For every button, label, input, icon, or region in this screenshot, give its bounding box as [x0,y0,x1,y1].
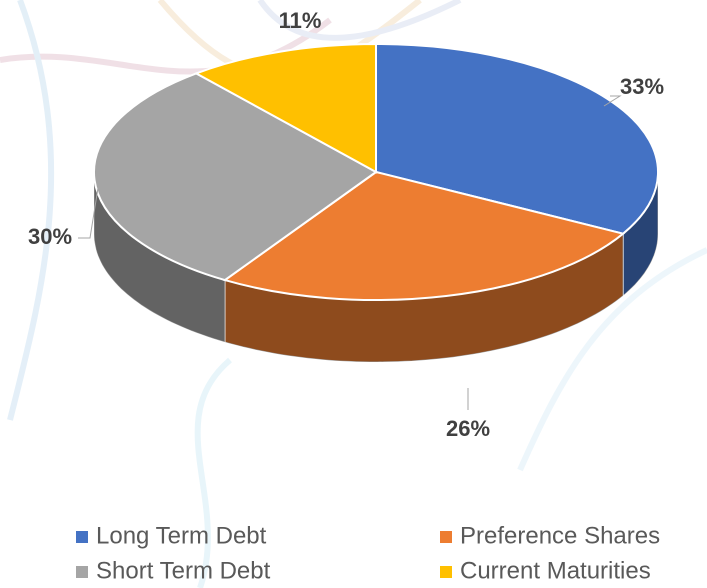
pie-slice [92,72,378,282]
data-label: 26% [446,416,490,441]
side-shade [623,172,658,296]
leader-line [603,95,622,107]
legend-label: Current Maturities [460,557,651,584]
legend-swatch [440,531,452,543]
pie-slice [375,42,660,235]
pie-slice [222,170,626,301]
legend: Long Term Debt Preference Shares Short Ter… [76,522,660,584]
legend-label: Preference Shares [460,522,660,549]
pie-slice [193,42,377,174]
data-label: 11% [279,8,322,33]
side-shade [224,233,624,362]
data-label: 33% [620,74,664,99]
data-label: 30% [28,224,72,249]
legend-swatch [76,566,88,578]
leader-line [78,187,99,239]
side-shade [94,172,225,343]
legend-swatch [76,531,88,543]
legend-swatch [440,566,452,578]
legend-label: Short Term Debt [96,557,271,584]
legend-label: Long Term Debt [96,522,267,549]
pie: 33% 26% 30% 11% [28,8,664,441]
